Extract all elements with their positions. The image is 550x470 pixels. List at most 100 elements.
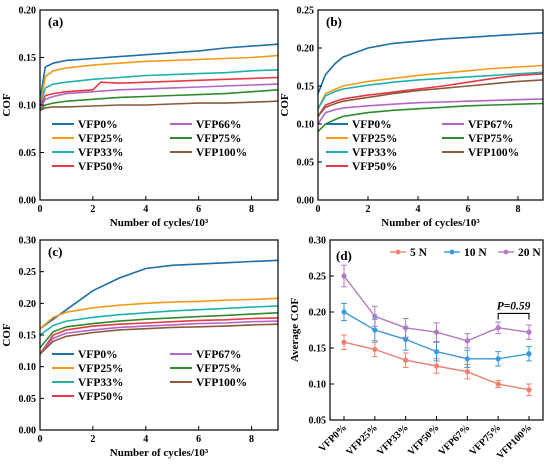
series-line (39, 312, 279, 349)
panel-label: (a) (48, 14, 63, 29)
panel-label: (c) (48, 244, 62, 259)
annotation-text: P=0.59 (497, 300, 531, 312)
legend-label: VFP50% (78, 161, 123, 173)
y-tick-label: 0.10 (297, 120, 315, 131)
series-line (39, 320, 279, 355)
y-tick-label: 0.20 (19, 299, 37, 310)
x-tick-label: VFP50% (406, 422, 442, 458)
legend-label: VFP50% (352, 161, 397, 173)
x-tick-label: 0 (316, 204, 321, 215)
legend-label: VFP50% (78, 391, 123, 403)
y-tick-label: 0.15 (309, 344, 327, 355)
y-axis-label: COF (1, 93, 13, 117)
legend-label: VFP67% (468, 119, 513, 131)
legend-label: 10 N (464, 247, 487, 259)
y-tick-label: 0.30 (19, 236, 37, 247)
y-tick-label: 0.25 (309, 272, 327, 283)
chart-panel-b: 0.00 0.05 0.10 0.15 0.20 0.25 0 2 4 6 8 Number of c… (279, 6, 544, 229)
x-tick-label: 8 (516, 204, 521, 215)
legend-label: VFP100% (468, 147, 519, 159)
series-line (39, 69, 279, 106)
legend-label: VFP67% (196, 349, 241, 361)
legend-label: VFP0% (352, 119, 392, 131)
x-tick-label: 6 (196, 204, 201, 215)
series-line (39, 89, 279, 111)
data-point (341, 273, 347, 279)
x-tick-label: 2 (366, 204, 371, 215)
y-tick-label: 0.15 (19, 331, 37, 342)
x-tick-label: 6 (466, 204, 471, 215)
series-line (317, 98, 544, 125)
chart-panel-a: 0.00 0.05 0.10 0.15 0.20 0 2 4 6 8 Number of cycle… (1, 6, 279, 229)
y-axis-label: Average COF (289, 298, 301, 363)
y-tick-label: 0.25 (19, 267, 37, 278)
x-tick-label: 4 (143, 204, 148, 215)
data-point (433, 329, 440, 335)
data-point (495, 325, 501, 331)
series-line (39, 100, 279, 112)
legend-marker (503, 249, 509, 255)
legend-label: 5 N (410, 247, 428, 259)
series-line (317, 32, 544, 94)
y-tick-label: 0.05 (309, 416, 327, 427)
y-tick-label: 0.15 (297, 82, 315, 93)
series-line (39, 297, 279, 330)
panel-label: (d) (336, 248, 352, 263)
legend-label: VFP33% (78, 147, 123, 159)
data-point (526, 351, 532, 357)
series-line (39, 83, 279, 110)
legend-label: VFP33% (78, 377, 123, 389)
data-point (495, 381, 501, 387)
series-line (317, 64, 544, 110)
y-axis-label: COF (1, 323, 13, 347)
y-tick-label: 0.05 (19, 148, 37, 159)
legend-label: VFP75% (196, 133, 241, 145)
series-line (317, 73, 544, 117)
x-tick-label: 0 (38, 204, 43, 215)
x-tick-label: 8 (249, 434, 254, 445)
data-point (464, 356, 470, 362)
legend-label: VFP66% (196, 119, 241, 131)
legend-label: VFP25% (78, 363, 123, 375)
data-point (341, 339, 347, 345)
y-tick-label: 0.05 (19, 394, 37, 405)
chart-panel-c: 0.00 0.05 0.10 0.15 0.20 0.25 0.30 0 2 4 6 8 Number … (1, 236, 279, 459)
y-tick-label: 0.00 (297, 196, 315, 207)
y-tick-label: 0.15 (19, 53, 37, 64)
data-point (526, 329, 532, 335)
y-tick-label: 0.10 (19, 101, 37, 112)
x-axis-label: Number of cycles/10³ (110, 447, 209, 459)
data-point (433, 363, 440, 369)
series-line (39, 323, 279, 355)
y-tick-label: 0.20 (309, 308, 327, 319)
series-line (39, 43, 279, 101)
data-point (403, 357, 409, 363)
legend-label: 20 N (518, 247, 541, 259)
y-tick-label: 0.00 (19, 426, 37, 437)
series-line (317, 102, 544, 133)
y-tick-label: 0.00 (19, 196, 37, 207)
x-tick-label: VFP33% (375, 422, 411, 458)
x-tick-label: 4 (143, 434, 148, 445)
data-point (403, 336, 409, 342)
legend-label: VFP0% (78, 119, 118, 131)
legend-marker (395, 249, 401, 255)
data-point (341, 309, 347, 315)
y-axis-label: COF (279, 93, 291, 117)
panel-label: (b) (326, 14, 342, 29)
x-tick-label: 2 (90, 434, 95, 445)
legend-label: VFP33% (352, 147, 397, 159)
legend-label: VFP25% (352, 133, 397, 145)
y-tick-label: 0.25 (297, 6, 315, 17)
x-tick-label: 4 (416, 204, 421, 215)
x-tick-label: 2 (90, 204, 95, 215)
x-tick-label: VFP67% (437, 422, 473, 458)
legend-marker (449, 249, 455, 255)
data-point (433, 349, 440, 355)
legend-label: VFP100% (196, 147, 247, 159)
series-line (317, 71, 544, 110)
annotation-bracket (497, 312, 530, 320)
x-tick-label: 6 (196, 434, 201, 445)
series-line (39, 305, 279, 336)
